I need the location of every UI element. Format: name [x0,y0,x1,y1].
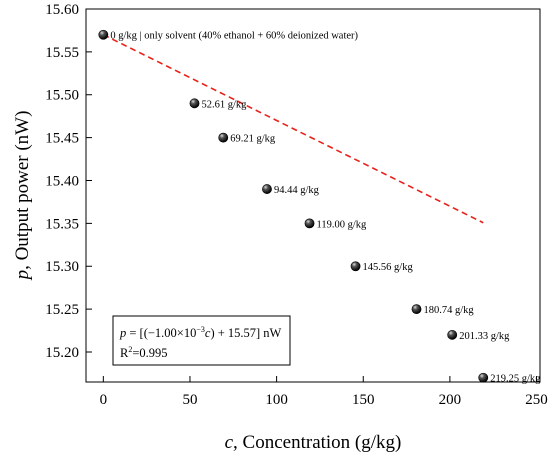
y-tick-label: 15.45 [45,131,79,147]
x-tick-label: 200 [439,392,462,408]
y-tick-label: 15.35 [45,216,79,232]
point-label: 201.33 g/kg [459,331,510,342]
x-tick-label: 50 [182,392,197,408]
point-label: 0 g/kg | only solvent (40% ethanol + 60%… [110,31,358,42]
y-tick-label: 15.55 [45,45,79,61]
points-layer [98,29,489,383]
plot-frame [85,8,541,383]
point-label: 52.61 g/kg [201,99,247,110]
point-label: 94.44 g/kg [274,185,320,196]
data-point [98,29,109,40]
x-axis-title: c, Concentration (g/kg) [225,432,402,453]
data-point [478,372,489,383]
point-label: 145.56 g/kg [363,262,414,273]
y-tick-label: 15.60 [45,2,79,18]
x-tick-label: 100 [265,392,288,408]
y-tick-label: 15.40 [45,173,79,189]
x-tick-label: 0 [100,392,108,408]
y-tick-label: 15.30 [45,259,79,275]
y-tick-label: 15.20 [45,345,79,361]
fit-line-layer [102,34,484,224]
y-tick-label: 15.25 [45,302,79,318]
point-labels-layer: 0 g/kg | only solvent (40% ethanol + 60%… [110,31,541,385]
point-label: 180.74 g/kg [424,305,475,316]
point-label: 119.00 g/kg [317,219,368,230]
data-point [189,98,200,109]
data-point [350,261,361,272]
data-point [304,218,315,229]
y-axis-title: p, Output power (nW) [12,111,33,282]
equation-box-frame [112,315,291,366]
data-point [262,184,272,194]
fit-line [102,34,484,224]
x-axis-ticks: 0 50 100 150 200 250 [100,376,548,408]
point-label: 69.21 g/kg [230,134,276,145]
equation-line-2: R2=0.995 [120,345,168,360]
y-tick-label: 15.50 [45,88,79,104]
data-point [411,304,422,315]
x-tick-label: 150 [352,392,375,408]
equation-line-1: p = [(−1.00×10−3c) + 15.57] nW [119,325,282,340]
point-label: 219.25 g/kg [490,374,541,385]
data-point [447,329,458,340]
data-point [218,132,229,143]
equation-box: p = [(−1.00×10−3c) + 15.57] nW R2=0.995 [112,315,291,366]
y-axis-ticks: 15.20 15.25 15.30 15.35 15.40 15.45 15.50 15.55… [45,2,92,361]
x-tick-label: 250 [525,392,548,408]
